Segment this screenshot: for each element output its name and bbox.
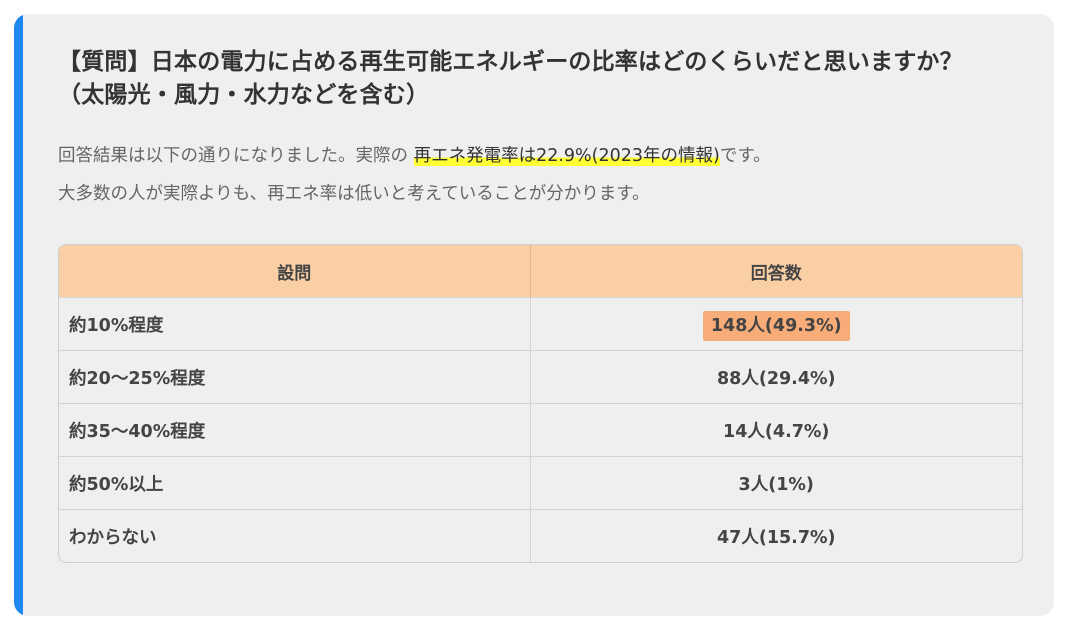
row-count: 88人(29.4%)	[530, 350, 1022, 404]
results-table: 設問 回答数 約10%程度 148人(49.3%) 約20～25%程度 88人(…	[58, 244, 1023, 563]
row-question: 約20～25%程度	[59, 350, 531, 404]
table-row: わからない 47人(15.7%)	[59, 509, 1022, 562]
summary-suffix: です。	[719, 146, 771, 166]
row-count: 148人(49.3%)	[530, 297, 1022, 351]
question-title: 【質問】日本の電力に占める再生可能エネルギーの比率はどのくらいだと思いますか？ …	[58, 46, 1038, 112]
header-count: 回答数	[530, 245, 1022, 298]
header-question: 設問	[59, 245, 531, 298]
summary-line-1: 回答結果は以下の通りになりました。実際の 再エネ発電率は22.9%(2023年の…	[58, 142, 1038, 167]
row-question: 約50%以上	[59, 456, 531, 510]
row-question: 約35～40%程度	[59, 403, 531, 457]
row-count: 3人(1%)	[530, 456, 1022, 510]
highlighted-fact: 再エネ発電率は22.9%(2023年の情報)	[413, 146, 720, 166]
row-count: 14人(4.7%)	[530, 403, 1022, 457]
question-line-1: 【質問】日本の電力に占める再生可能エネルギーの比率はどのくらいだと思いますか？	[58, 49, 963, 75]
row-question: わからない	[59, 509, 531, 562]
table-row: 約50%以上 3人(1%)	[59, 456, 1022, 510]
summary-prefix: 回答結果は以下の通りになりました。実際の	[58, 146, 408, 166]
table-row: 約35～40%程度 14人(4.7%)	[59, 403, 1022, 457]
row-count: 47人(15.7%)	[530, 509, 1022, 562]
row-question: 約10%程度	[59, 297, 531, 351]
table-row: 約20～25%程度 88人(29.4%)	[59, 350, 1022, 404]
question-line-2: （太陽光・風力・水力などを含む）	[58, 82, 430, 108]
top-answer-highlight: 148人(49.3%)	[702, 310, 850, 341]
accent-bar	[14, 14, 23, 616]
table-row: 約10%程度 148人(49.3%)	[59, 297, 1022, 351]
summary-line-2: 大多数の人が実際よりも、再エネ率は低いと考えていることが分かります。	[58, 184, 650, 204]
survey-card: 【質問】日本の電力に占める再生可能エネルギーの比率はどのくらいだと思いますか？ …	[14, 14, 1054, 616]
table-header-row: 設問 回答数	[59, 245, 1022, 298]
